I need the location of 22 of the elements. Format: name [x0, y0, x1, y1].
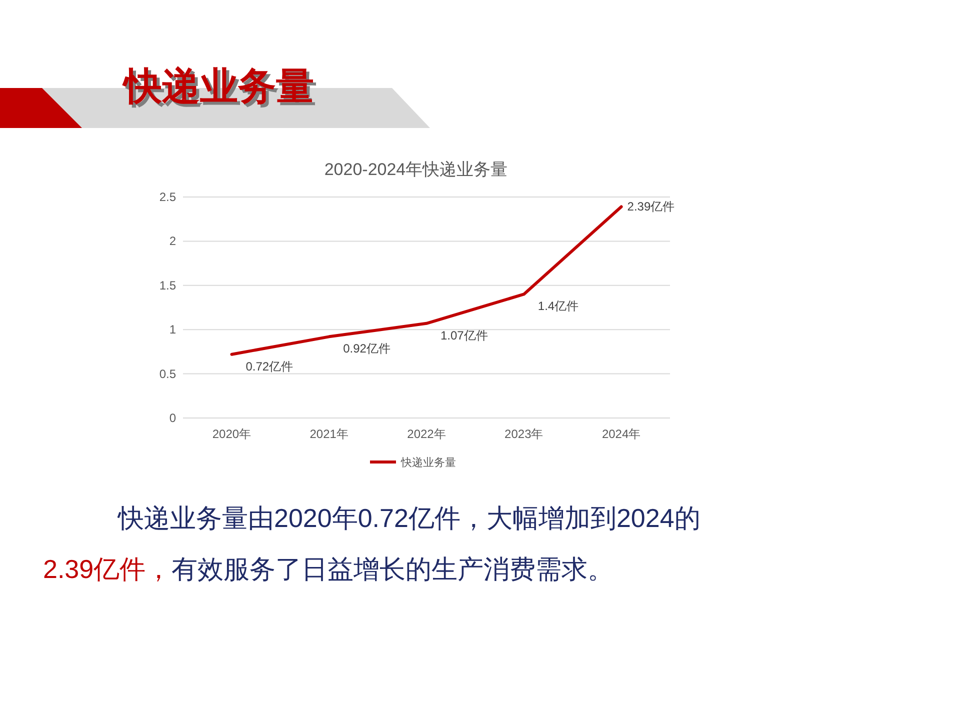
text: 2.39亿件，: [43, 554, 172, 584]
legend-label: 快递业务量: [400, 456, 456, 469]
y-tick-label: 1.5: [159, 278, 176, 292]
x-tick-label: 2024年: [602, 427, 641, 441]
text: 快递业务量由2020年0.72亿件，大幅增加到2024的: [117, 503, 700, 533]
data-label: 0.72亿件: [246, 359, 294, 374]
y-tick-label: 2: [169, 234, 176, 248]
data-label: 1.07亿件: [440, 328, 488, 342]
chart-subtitle: 2020-2024年快递业务量: [324, 160, 508, 179]
y-tick-label: 0: [169, 411, 176, 425]
data-label: 0.92亿件: [343, 342, 390, 356]
data-label: 2.39亿件: [627, 200, 675, 214]
x-tick-label: 2020年: [212, 427, 252, 441]
x-tick-label: 2022年: [407, 427, 446, 441]
y-tick-label: 2.5: [159, 190, 176, 204]
y-tick-label: 0.5: [159, 366, 176, 381]
line-series: [230, 205, 623, 356]
y-tick-label: 1: [169, 322, 176, 337]
text: 有效服务了日益增长的生产消费需求。: [172, 554, 614, 584]
x-tick-label: 2023年: [504, 427, 544, 441]
x-tick-label: 2021年: [310, 427, 348, 441]
data-label: 1.4亿件: [538, 299, 579, 314]
